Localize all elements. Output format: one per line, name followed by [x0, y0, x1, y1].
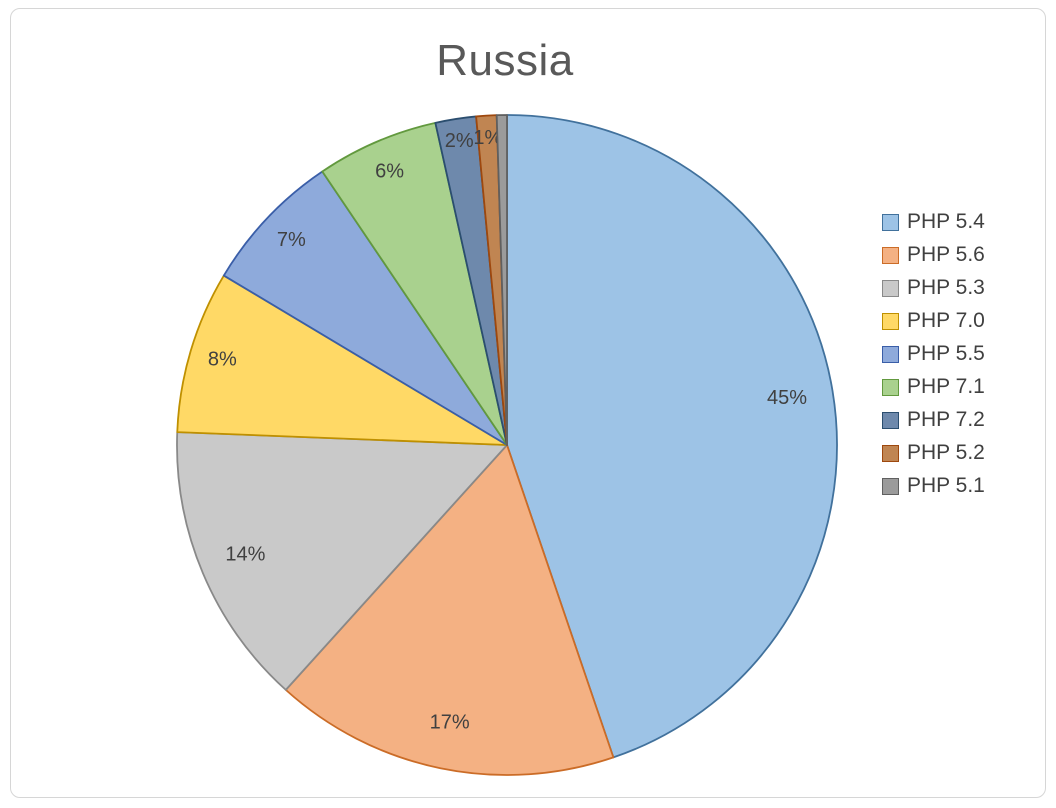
- legend-item-php-7-0: PHP 7.0: [882, 309, 985, 333]
- pie-slice-php-5-5: [222, 170, 508, 446]
- pie-slice-php-5-1: [495, 114, 508, 446]
- legend-label: PHP 5.1: [907, 474, 985, 497]
- pie-slice-php-5-3: [176, 431, 508, 691]
- slice-label-php-7-0: 8%: [208, 349, 237, 371]
- pie-slice-php-5-4: [506, 114, 838, 759]
- slice-label-php-5-4: 45%: [767, 387, 807, 409]
- legend-label: PHP 7.0: [907, 309, 985, 332]
- legend-item-php-5-6: PHP 5.6: [882, 243, 985, 267]
- legend-item-php-7-2: PHP 7.2: [882, 408, 985, 432]
- legend-label: PHP 5.2: [907, 441, 985, 464]
- slice-label-php-5-6: 17%: [430, 711, 470, 733]
- legend-swatch: [882, 246, 899, 264]
- legend-label: PHP 5.3: [907, 276, 985, 299]
- legend-swatch: [882, 213, 899, 231]
- legend-swatch: [882, 378, 899, 396]
- legend-swatch: [882, 444, 899, 462]
- pie-slice-php-5-6: [284, 444, 615, 776]
- pie-slice-php-7-1: [321, 121, 508, 446]
- slice-label-php-7-1: 6%: [375, 160, 404, 182]
- legend-item-php-5-2: PHP 5.2: [882, 441, 985, 465]
- legend-swatch: [882, 312, 899, 330]
- legend-label: PHP 5.6: [907, 243, 985, 266]
- slice-label-php-5-5: 7%: [277, 229, 306, 251]
- legend-item-php-5-5: PHP 5.5: [882, 342, 985, 366]
- legend-label: PHP 5.5: [907, 342, 985, 365]
- legend-item-php-5-1: PHP 5.1: [882, 474, 985, 498]
- pie-slice-php-7-0: [176, 274, 508, 446]
- slice-label-php-7-2: 2%: [445, 130, 474, 152]
- legend-label: PHP 7.2: [907, 408, 985, 431]
- legend-swatch: [882, 345, 899, 363]
- legend-swatch: [882, 411, 899, 429]
- legend: PHP 5.4 PHP 5.6 PHP 5.3 PHP 7.0 PHP 5.5 PHP 7…: [882, 210, 985, 507]
- legend-label: PHP 5.4: [907, 210, 985, 233]
- legend-item-php-5-4: PHP 5.4: [882, 210, 985, 234]
- legend-label: PHP 7.1: [907, 375, 985, 398]
- chart-title: Russia: [436, 36, 574, 85]
- legend-swatch: [882, 477, 899, 495]
- legend-swatch: [882, 279, 899, 297]
- legend-item-php-7-1: PHP 7.1: [882, 375, 985, 399]
- slice-label-php-5-2: 1%: [473, 127, 502, 149]
- slice-label-php-5-3: 14%: [225, 543, 265, 565]
- legend-item-php-5-3: PHP 5.3: [882, 276, 985, 300]
